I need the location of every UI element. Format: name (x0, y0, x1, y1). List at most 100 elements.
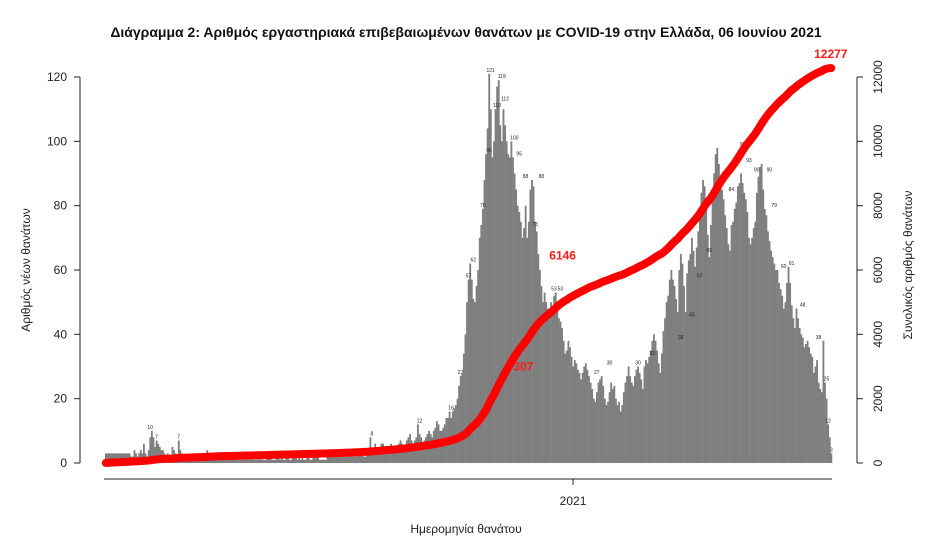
bar (431, 437, 434, 463)
bar (508, 157, 511, 464)
x-tick-label: 2021 (560, 494, 587, 508)
bar (421, 443, 424, 463)
left-tick-label: 120 (47, 70, 67, 84)
bar (366, 453, 369, 463)
right-tick-label: 8000 (871, 192, 885, 219)
bar (759, 167, 761, 463)
bar (711, 192, 714, 464)
bar (675, 298, 678, 463)
right-tick-label: 4000 (871, 321, 885, 348)
bar-value-label: 73 (532, 222, 538, 228)
right-tick-label: 0 (871, 459, 885, 466)
bar (653, 334, 655, 463)
bar-value-label: 95 (516, 151, 522, 157)
bar (594, 401, 597, 463)
bar (622, 392, 625, 463)
bar (529, 189, 532, 463)
bar (112, 453, 115, 463)
bar-value-label: 30 (635, 361, 641, 367)
bar (242, 459, 245, 463)
bar (790, 305, 793, 463)
bar-value-label: 45 (689, 312, 695, 318)
bar (458, 385, 461, 463)
bar (325, 459, 327, 463)
bar (350, 453, 353, 463)
bar (603, 398, 606, 463)
bar (336, 456, 339, 463)
bar (358, 453, 361, 463)
bar (274, 459, 277, 463)
bar (139, 450, 142, 463)
bar (472, 298, 475, 463)
bar (672, 279, 674, 463)
bar (412, 443, 415, 463)
bar (499, 125, 502, 463)
bar (531, 179, 533, 463)
bar (402, 446, 405, 463)
bar (610, 382, 613, 463)
bar (396, 446, 399, 463)
bar (654, 340, 657, 463)
bar (548, 318, 551, 463)
bar (649, 350, 652, 463)
bar (462, 353, 465, 463)
bar (591, 389, 594, 463)
bar (670, 270, 673, 463)
bar (811, 356, 814, 463)
bar (722, 199, 725, 464)
bar (295, 456, 297, 463)
bar (323, 459, 326, 463)
bar (314, 456, 316, 463)
bar (347, 456, 350, 463)
bar (143, 443, 145, 463)
bar (713, 173, 716, 463)
bar (252, 459, 255, 463)
bar (641, 389, 644, 463)
bar (630, 382, 633, 463)
bar-value-label: 38 (816, 335, 822, 341)
bar (326, 456, 329, 463)
bar (272, 459, 275, 463)
bar (592, 398, 595, 463)
bar (489, 109, 492, 464)
bar (388, 453, 391, 463)
bar (820, 392, 823, 463)
bar (287, 456, 289, 463)
bar (668, 279, 671, 463)
bar (108, 453, 110, 463)
bar (570, 356, 573, 463)
bar (679, 253, 682, 463)
bar (697, 231, 700, 463)
bar (257, 459, 259, 463)
bar (754, 221, 757, 463)
bar (423, 440, 426, 463)
bar (624, 382, 627, 463)
bar (793, 327, 796, 463)
bar (393, 450, 396, 463)
bar (824, 382, 826, 463)
bar (342, 456, 345, 463)
bar (665, 302, 668, 463)
bar (817, 382, 820, 463)
bar (440, 430, 443, 463)
bar (751, 237, 754, 463)
bar (822, 340, 825, 463)
bar (689, 253, 692, 463)
bar (264, 459, 267, 463)
bar (768, 241, 771, 463)
bar (705, 202, 708, 463)
bar (621, 405, 624, 463)
bar (494, 109, 497, 464)
bar (545, 302, 548, 463)
bar (619, 411, 622, 463)
bar-series (105, 73, 833, 464)
bar (659, 372, 662, 463)
bar (486, 128, 489, 463)
bar (599, 379, 601, 463)
bar (803, 347, 806, 463)
bar-value-label: 61 (789, 261, 795, 267)
bar-value-label: 7 (177, 434, 180, 440)
bar (288, 459, 291, 463)
bar (253, 459, 256, 463)
bar (318, 459, 321, 463)
